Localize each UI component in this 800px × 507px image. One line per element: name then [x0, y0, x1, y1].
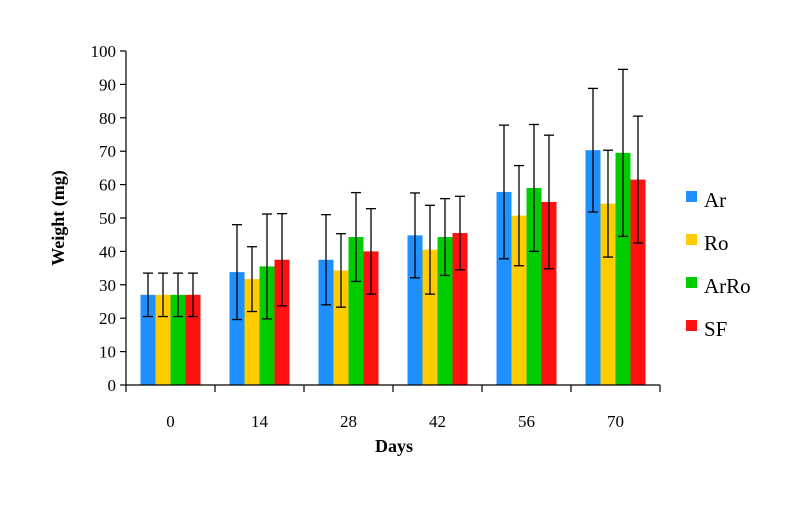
error-bar-ro-0: [158, 272, 168, 318]
y-tick-label: 20: [99, 309, 116, 328]
error-bar-arro-28: [351, 191, 361, 283]
y-tick-label: 60: [99, 176, 116, 195]
legend-swatch-arro: [686, 277, 697, 288]
bar-ar-56: [496, 191, 512, 385]
bar-arro-28: [348, 237, 364, 385]
error-bar-sf-70: [633, 115, 643, 244]
bar-ro-42: [422, 249, 438, 385]
error-bar-ar-0: [143, 272, 153, 318]
legend-label-ar: Ar: [704, 188, 726, 212]
y-tick-label: 30: [99, 276, 116, 295]
legend-swatch-ro: [686, 234, 697, 245]
y-tick-label: 80: [99, 109, 116, 128]
error-bar-ro-28: [336, 233, 346, 308]
legend-swatch-sf: [686, 320, 697, 331]
error-bar-ar-14: [232, 224, 242, 321]
error-bar-arro-56: [529, 123, 539, 253]
x-tick-label: 42: [429, 412, 446, 431]
x-axis-label: Days: [375, 436, 413, 456]
error-bar-ro-56: [514, 164, 524, 267]
error-bar-sf-56: [544, 134, 554, 270]
bar-sf-56: [541, 201, 557, 385]
bar-ar-28: [318, 259, 334, 385]
y-tick-label: 0: [108, 376, 117, 395]
y-tick-label: 40: [99, 242, 116, 261]
x-tick-label: 0: [166, 412, 175, 431]
x-tick-label: 14: [251, 412, 269, 431]
x-tick-label: 56: [518, 412, 535, 431]
bar-arro-56: [526, 187, 542, 385]
error-bar-ar-56: [499, 124, 509, 260]
plot-area: [140, 68, 646, 385]
legend-swatch-ar: [686, 191, 697, 202]
bar-ar-0: [140, 294, 156, 385]
error-bar-arro-0: [173, 272, 183, 318]
axes: 0 10 20 30 40 50 60 70 80 90 100 0 14 28 42 56 70: [91, 42, 661, 431]
bar-sf-0: [185, 294, 201, 385]
bar-arro-14: [259, 266, 275, 385]
y-tick-label: 100: [91, 42, 117, 61]
bar-sf-14: [274, 259, 290, 385]
bar-arro-70: [615, 152, 631, 385]
bar-ar-42: [407, 235, 423, 385]
bar-arro-0: [170, 294, 186, 385]
y-axis-label: Weight (mg): [48, 170, 69, 265]
error-bar-arro-42: [440, 197, 450, 277]
x-tick-label: 70: [607, 412, 624, 431]
error-bar-sf-14: [277, 213, 287, 307]
error-bar-ro-14: [247, 246, 257, 313]
bar-ro-70: [600, 203, 616, 385]
error-bar-ro-42: [425, 204, 435, 295]
error-bar-sf-42: [455, 195, 465, 271]
bar-sf-70: [630, 179, 646, 385]
legend-label-sf: SF: [704, 317, 727, 341]
bar-ar-70: [585, 150, 601, 385]
bar-sf-42: [452, 233, 468, 385]
error-bar-ro-70: [603, 149, 613, 258]
error-bar-arro-14: [262, 213, 272, 320]
error-bar-ar-42: [410, 192, 420, 279]
error-bar-ar-70: [588, 87, 598, 213]
y-tick-label: 10: [99, 343, 116, 362]
bar-ro-14: [244, 279, 260, 385]
bar-ro-0: [155, 294, 171, 385]
y-tick-label: 70: [99, 142, 116, 161]
bar-arro-42: [437, 237, 453, 385]
x-tick-label: 28: [340, 412, 357, 431]
error-bar-arro-70: [618, 68, 628, 238]
y-tick-label: 50: [99, 209, 116, 228]
bar-ro-56: [511, 215, 527, 385]
legend-label-arro: ArRo: [704, 274, 751, 298]
y-tick-label: 90: [99, 75, 116, 94]
bar-ar-14: [229, 272, 245, 385]
bar-ro-28: [333, 270, 349, 385]
bar-sf-28: [363, 251, 379, 385]
error-bar-ar-28: [321, 214, 331, 306]
error-bar-sf-28: [366, 207, 376, 295]
legend-label-ro: Ro: [704, 231, 729, 255]
error-bar-sf-0: [188, 272, 198, 318]
